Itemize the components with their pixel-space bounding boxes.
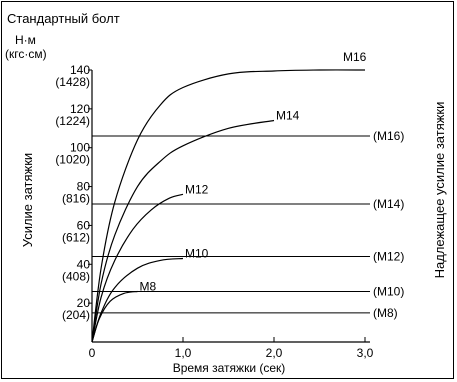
series-label-m10: M10 xyxy=(185,246,209,260)
x-tick-label: 0 xyxy=(89,346,96,360)
x-tick-label: 1,0 xyxy=(175,346,192,360)
series-line-m16 xyxy=(91,69,366,343)
y-tick-label: 140 xyxy=(70,63,90,77)
series-line-m10 xyxy=(91,257,184,343)
reference-label: (M14) xyxy=(373,197,404,211)
series-label-m12: M12 xyxy=(185,182,209,196)
series-label-m8: M8 xyxy=(140,279,157,293)
y-tick-label: 20 xyxy=(77,296,91,310)
reference-label: (M16) xyxy=(373,129,404,143)
series-label-m16: M16 xyxy=(343,50,367,64)
reference-lines: (M16) (M14) (M12) (M10) (M8) xyxy=(92,129,404,320)
torque-curves xyxy=(91,69,366,343)
y-tick-sublabel: (816) xyxy=(62,192,90,206)
x-tick-label: 2,0 xyxy=(266,346,283,360)
y-tick-sublabel: (1020) xyxy=(55,153,90,167)
reference-label: (M12) xyxy=(373,250,404,264)
right-axis-label: Надлежащее усилие затяжки xyxy=(432,102,447,279)
chart-labels: M16 M14 M12 M10 M8 xyxy=(140,50,367,293)
x-axis-label: Время затяжки (сек) xyxy=(173,361,286,375)
x-tick-label: 3,0 xyxy=(357,346,374,360)
y-tick-label: 40 xyxy=(77,257,91,271)
series-line-m12 xyxy=(91,193,184,343)
unit-newton-meter: Н·м xyxy=(15,33,36,47)
y-tick-label: 100 xyxy=(70,141,90,155)
y-axis-label: Усилие затяжки xyxy=(20,153,35,247)
y-tick-sublabel: (612) xyxy=(62,230,90,244)
y-tick-label: 120 xyxy=(70,102,90,116)
reference-label: (M10) xyxy=(373,284,404,298)
axes: 0 1,0 2,0 3,0140(1428)120(1224)100(1020)80(… xyxy=(55,63,373,360)
y-tick-label: 60 xyxy=(77,218,91,232)
y-tick-sublabel: (1428) xyxy=(55,75,90,89)
y-tick-label: 80 xyxy=(77,180,91,194)
series-line-m8 xyxy=(91,290,138,343)
y-tick-sublabel: (204) xyxy=(62,308,90,322)
y-tick-sublabel: (1224) xyxy=(55,114,90,128)
y-tick-sublabel: (408) xyxy=(62,269,90,283)
series-label-m14: M14 xyxy=(276,109,300,123)
unit-kgf-cm: (кгс·см) xyxy=(5,47,47,61)
chart-title: Стандартный болт xyxy=(7,11,120,26)
series-line-m14 xyxy=(91,119,275,343)
reference-label: (M8) xyxy=(373,306,398,320)
